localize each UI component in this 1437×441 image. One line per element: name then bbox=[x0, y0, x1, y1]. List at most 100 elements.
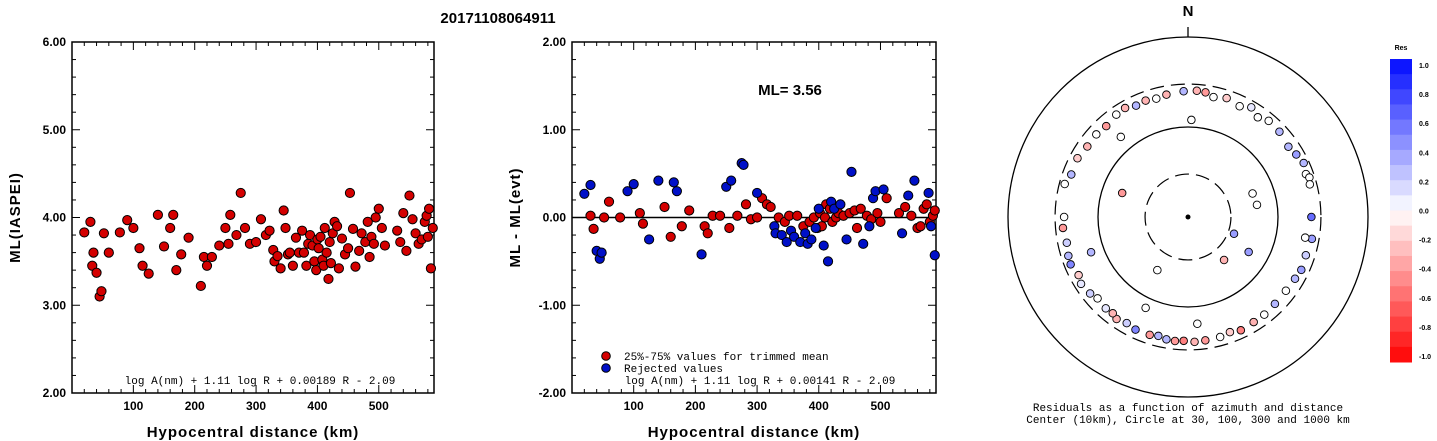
data-point bbox=[634, 208, 645, 219]
x-tick-label: 400 bbox=[809, 399, 829, 413]
data-point bbox=[280, 222, 291, 234]
data-point bbox=[301, 260, 312, 271]
data-point bbox=[726, 175, 737, 186]
y-tick-label: 1.00 bbox=[543, 123, 567, 137]
colorbar-swatch bbox=[1390, 316, 1412, 333]
y-tick-label: 6.00 bbox=[43, 35, 67, 49]
station-point bbox=[1300, 233, 1310, 242]
data-point bbox=[321, 247, 332, 258]
data-point bbox=[235, 187, 246, 199]
data-point bbox=[223, 238, 234, 249]
colorbar-tick-label: 0.8 bbox=[1419, 92, 1429, 99]
station-point bbox=[1215, 332, 1225, 342]
data-point bbox=[392, 225, 403, 236]
data-point bbox=[579, 188, 590, 199]
data-point bbox=[668, 177, 679, 188]
x-tick-label: 500 bbox=[870, 399, 890, 413]
data-point bbox=[176, 249, 187, 260]
station-point bbox=[1074, 270, 1083, 280]
station-point bbox=[1248, 189, 1257, 198]
data-point bbox=[98, 228, 110, 239]
station-point bbox=[1193, 319, 1202, 328]
data-point bbox=[255, 214, 267, 225]
data-point bbox=[851, 222, 863, 234]
station-point bbox=[1141, 303, 1150, 313]
station-point bbox=[1117, 188, 1127, 198]
data-point bbox=[425, 263, 437, 274]
data-point bbox=[923, 187, 934, 199]
colorbar-swatch bbox=[1390, 286, 1412, 302]
station-point bbox=[1066, 260, 1075, 269]
data-point bbox=[603, 196, 615, 207]
data-point bbox=[79, 227, 90, 238]
station-point bbox=[1290, 274, 1300, 284]
ml-annotation: ML= 3.56 bbox=[758, 82, 822, 99]
data-point bbox=[313, 243, 324, 254]
data-point bbox=[776, 229, 787, 241]
station-point bbox=[1284, 142, 1293, 151]
colorbar-swatch bbox=[1390, 180, 1412, 196]
colorbar-swatch bbox=[1390, 59, 1412, 75]
colorbar-tick-label: -0.2 bbox=[1419, 238, 1431, 245]
data-point bbox=[373, 203, 384, 214]
colorbar-tick-label: -0.8 bbox=[1419, 325, 1431, 332]
y-tick-label: 3.00 bbox=[43, 298, 67, 312]
formula-text: log A(nm) + 1.11 log R + 0.00141 R - 2.0… bbox=[625, 376, 896, 388]
data-point bbox=[596, 247, 607, 258]
station-point bbox=[1162, 335, 1171, 344]
data-point bbox=[395, 236, 406, 248]
data-point bbox=[864, 221, 875, 232]
station-point bbox=[1307, 212, 1316, 222]
data-point bbox=[220, 222, 231, 234]
station-point bbox=[1093, 294, 1102, 303]
ml-vs-distance-panel: 100 200 300 400 500 2.00 3.00 4.00 5.00 6.00 Hypoc… bbox=[7, 35, 438, 441]
data-point bbox=[903, 190, 914, 201]
data-point bbox=[88, 247, 99, 258]
colorbar-swatch bbox=[1390, 165, 1412, 181]
x-tick-label: 200 bbox=[685, 399, 705, 413]
colorbar-tick-label: -0.4 bbox=[1419, 267, 1431, 274]
x-tick-label: 300 bbox=[747, 399, 767, 413]
colorbar-swatch bbox=[1390, 119, 1412, 136]
x-axis-label: Hypocentral distance (km) bbox=[648, 424, 861, 441]
data-point bbox=[304, 229, 316, 241]
y-tick-label: 2.00 bbox=[43, 386, 67, 400]
data-point bbox=[152, 209, 163, 220]
colorbar-title: Res bbox=[1395, 45, 1408, 52]
station-point bbox=[1229, 229, 1239, 238]
station-point bbox=[1305, 180, 1315, 189]
station-point bbox=[1112, 314, 1121, 324]
data-point bbox=[637, 218, 649, 229]
station-point bbox=[1247, 103, 1256, 112]
colorbar-swatch bbox=[1390, 225, 1412, 242]
station-point bbox=[1116, 132, 1126, 142]
station-point bbox=[1225, 327, 1235, 337]
polar-caption-line1: Residuals as a function of azimuth and d… bbox=[1033, 403, 1343, 415]
polar-caption-line2: Center (10km), Circle at 30, 100, 300 an… bbox=[1026, 415, 1350, 427]
data-point bbox=[183, 232, 194, 243]
x-tick-label: 400 bbox=[307, 399, 327, 413]
data-point bbox=[841, 234, 852, 245]
station-point bbox=[1152, 94, 1161, 103]
y-tick-label: 5.00 bbox=[43, 123, 67, 137]
station-point bbox=[1201, 336, 1210, 345]
data-point bbox=[792, 210, 803, 221]
data-point bbox=[738, 159, 749, 170]
data-point bbox=[846, 166, 857, 177]
data-point bbox=[622, 186, 633, 197]
data-point bbox=[239, 222, 251, 234]
y-tick-label: 4.00 bbox=[43, 211, 67, 225]
data-point bbox=[858, 238, 869, 249]
station-point bbox=[1299, 158, 1308, 168]
station-point bbox=[1190, 337, 1199, 347]
data-point bbox=[906, 210, 917, 221]
data-point bbox=[921, 199, 932, 210]
data-point bbox=[423, 203, 435, 214]
colorbar-swatch bbox=[1390, 255, 1412, 272]
ring-30km bbox=[1144, 173, 1232, 261]
y-axis-label: ML - ML(evt) bbox=[507, 167, 524, 267]
station-point bbox=[1162, 90, 1171, 99]
station-point bbox=[1076, 279, 1086, 289]
colorbar-tick-label: -1.0 bbox=[1419, 354, 1431, 361]
station-point bbox=[1145, 330, 1154, 340]
